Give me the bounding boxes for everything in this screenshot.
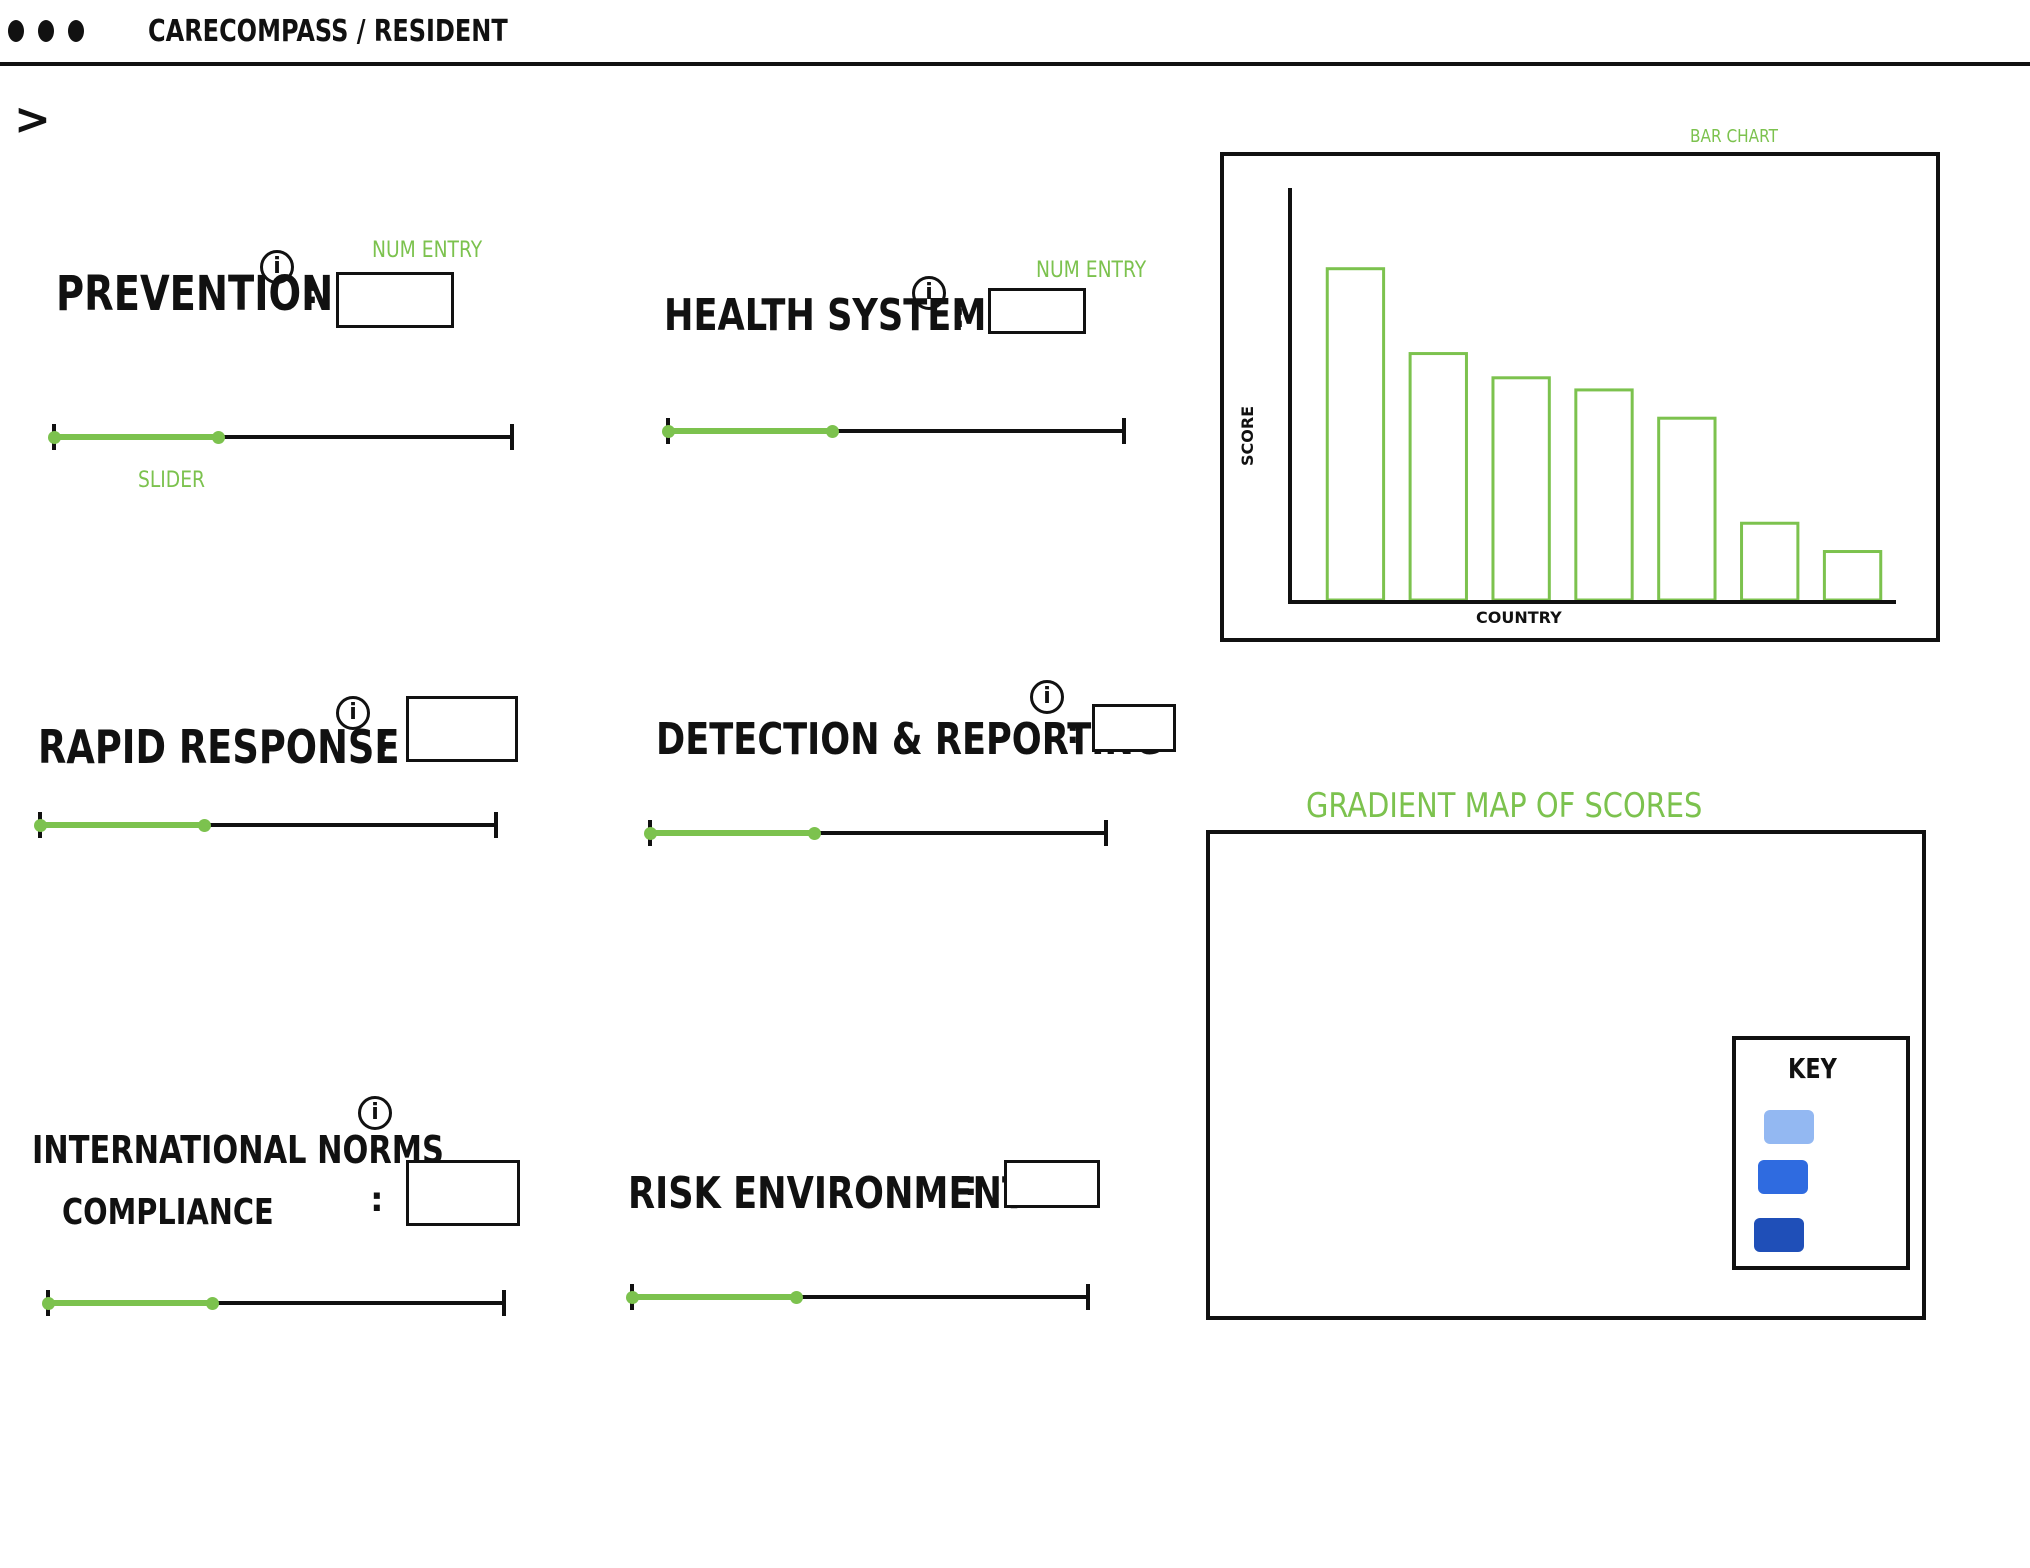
- gradient-map-panel: KEY: [1206, 830, 1926, 1320]
- slider-fill: [666, 428, 832, 434]
- slider-min-handle[interactable]: [644, 827, 657, 840]
- slider-fill: [52, 434, 218, 440]
- slider-min-handle[interactable]: [34, 819, 47, 832]
- slider-track: [46, 1301, 506, 1305]
- info-icon[interactable]: i: [1030, 680, 1064, 714]
- slider-min-handle[interactable]: [42, 1297, 55, 1310]
- info-icon[interactable]: i: [260, 250, 294, 284]
- chevron-right-icon[interactable]: >: [14, 94, 51, 145]
- colon: :: [376, 720, 390, 760]
- slider-fill: [648, 830, 814, 836]
- window-title: CARECOMPASS / RESIDENT: [148, 14, 508, 49]
- chart-bar[interactable]: [1657, 416, 1717, 602]
- rapid-response-label: RAPID RESPONSE: [38, 720, 400, 774]
- key-swatch-medium: [1758, 1160, 1808, 1194]
- health-system-num-entry[interactable]: [988, 288, 1086, 334]
- rapid-response-slider[interactable]: [34, 810, 498, 840]
- bar-chart-panel: SCORE COUNTRY: [1220, 152, 1940, 642]
- risk-environment-label: RISK ENVIRONMENT: [628, 1168, 1026, 1219]
- colon: :: [952, 296, 966, 336]
- slider-min-handle[interactable]: [626, 1291, 639, 1304]
- slider-track: [52, 435, 514, 439]
- window-control-dot[interactable]: [8, 20, 24, 42]
- chart-bar[interactable]: [1822, 550, 1883, 602]
- y-axis-label: SCORE: [1238, 405, 1257, 466]
- num-entry-annotation: NUM ENTRY: [372, 238, 483, 263]
- bar-chart: [1288, 188, 1896, 604]
- colon: :: [1066, 712, 1080, 752]
- slider-track: [630, 1295, 1090, 1299]
- slider-fill: [38, 822, 204, 828]
- slider-min-handle[interactable]: [48, 431, 61, 444]
- slider-fill: [630, 1294, 796, 1300]
- slider-end-tick: [510, 424, 514, 450]
- slider-min-handle[interactable]: [662, 425, 675, 438]
- window-control-dot[interactable]: [38, 20, 54, 42]
- colon: :: [305, 272, 319, 312]
- chart-bar[interactable]: [1491, 376, 1551, 602]
- slider-handle[interactable]: [808, 827, 821, 840]
- key-swatch-light: [1764, 1110, 1814, 1144]
- slider-end-tick: [494, 812, 498, 838]
- info-icon[interactable]: i: [336, 696, 370, 730]
- info-icon[interactable]: i: [912, 276, 946, 310]
- slider-handle[interactable]: [198, 819, 211, 832]
- risk-environment-slider[interactable]: [626, 1282, 1090, 1312]
- num-entry-annotation: NUM ENTRY: [1036, 258, 1147, 283]
- x-axis-label: COUNTRY: [1476, 608, 1562, 627]
- chart-bar[interactable]: [1574, 388, 1634, 602]
- slider-end-tick: [1122, 418, 1126, 444]
- slider-end-tick: [1086, 1284, 1090, 1310]
- slider-end-tick: [502, 1290, 506, 1316]
- prevention-num-entry[interactable]: [336, 272, 454, 328]
- international-norms-num-entry[interactable]: [406, 1160, 520, 1226]
- slider-track: [38, 823, 498, 827]
- chart-bar[interactable]: [1325, 267, 1386, 602]
- map-key-title: KEY: [1788, 1052, 1837, 1085]
- chart-bar[interactable]: [1408, 352, 1468, 602]
- chart-bar[interactable]: [1740, 521, 1800, 602]
- detection-reporting-num-entry[interactable]: [1092, 704, 1176, 752]
- international-norms-label: INTERNATIONAL NORMS: [32, 1128, 444, 1172]
- colon: :: [370, 1180, 384, 1220]
- detection-reporting-label: DETECTION & REPORTING: [656, 714, 1163, 765]
- international-norms-label-line2: COMPLIANCE: [62, 1192, 274, 1233]
- prevention-slider[interactable]: [48, 422, 514, 452]
- slider-handle[interactable]: [826, 425, 839, 438]
- detection-reporting-slider[interactable]: [644, 818, 1108, 848]
- slider-handle[interactable]: [790, 1291, 803, 1304]
- slider-end-tick: [1104, 820, 1108, 846]
- slider-handle[interactable]: [206, 1297, 219, 1310]
- slider-track: [666, 429, 1126, 433]
- risk-environment-num-entry[interactable]: [1004, 1160, 1100, 1208]
- colon: :: [964, 1164, 978, 1204]
- map-key: KEY: [1732, 1036, 1910, 1270]
- bar-chart-annotation: BAR CHART: [1690, 126, 1778, 147]
- rapid-response-num-entry[interactable]: [406, 696, 518, 762]
- health-system-slider[interactable]: [662, 416, 1126, 446]
- key-swatch-dark: [1754, 1218, 1804, 1252]
- gradient-map-annotation: GRADIENT MAP OF SCORES: [1306, 786, 1703, 826]
- slider-fill: [46, 1300, 212, 1306]
- international-norms-slider[interactable]: [42, 1288, 506, 1318]
- slider-annotation: SLIDER: [138, 468, 206, 493]
- slider-handle[interactable]: [212, 431, 225, 444]
- window-control-dot[interactable]: [68, 20, 84, 42]
- slider-track: [648, 831, 1108, 835]
- title-divider: [0, 62, 2030, 66]
- info-icon[interactable]: i: [358, 1096, 392, 1130]
